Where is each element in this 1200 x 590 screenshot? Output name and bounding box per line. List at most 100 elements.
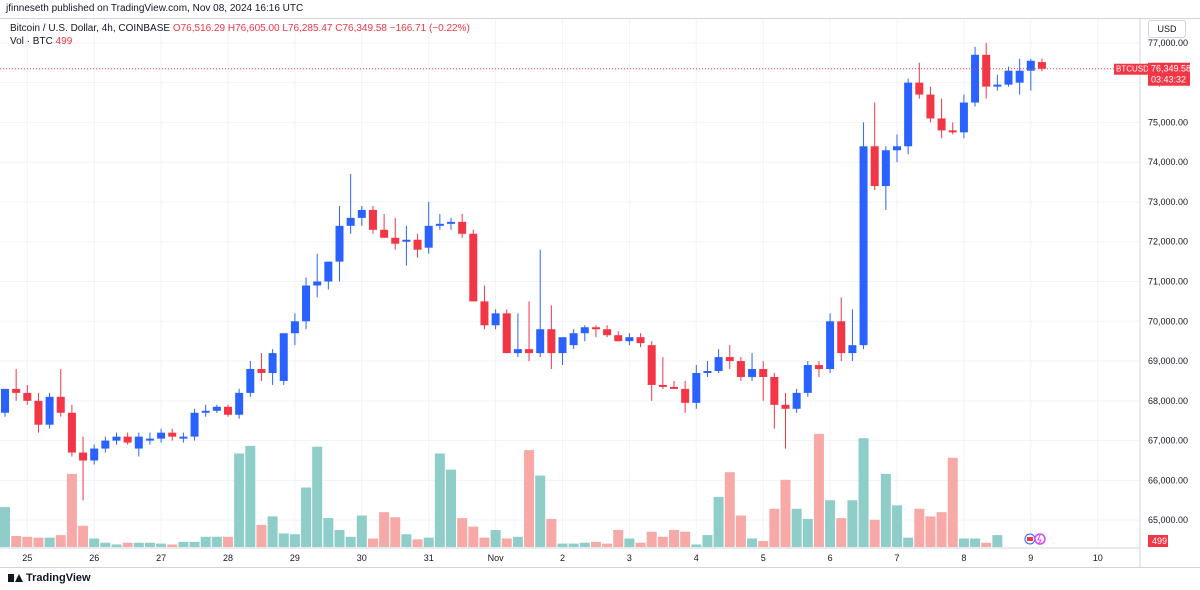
candle-body (881, 150, 890, 187)
candle-body (558, 337, 567, 354)
x-tick-label: 9 (1028, 553, 1033, 563)
candle-body (1015, 70, 1024, 83)
candle-body (145, 438, 154, 441)
candle-body (123, 436, 132, 443)
candle-body (380, 229, 389, 238)
volume-bar (323, 518, 334, 547)
volume-bar (680, 531, 691, 547)
volume-bar (880, 473, 891, 547)
volume-bar (735, 515, 746, 547)
legend-low: L76,285.47 (282, 23, 333, 34)
candle-body (926, 94, 935, 119)
candle-body (781, 404, 790, 409)
volume-bar (546, 518, 557, 547)
volume-bar (524, 450, 535, 547)
candle-body (34, 400, 43, 425)
volume-bar (947, 457, 958, 547)
volume-bar (535, 475, 546, 547)
candle-body (681, 388, 690, 403)
brand-name: TradingView (26, 572, 91, 584)
us-flag-stripe (1026, 537, 1033, 541)
volume-bar (713, 496, 724, 547)
candle-body (480, 301, 489, 326)
candle-body (469, 233, 478, 302)
tradingview-logo[interactable]: TradingView (8, 572, 91, 584)
volume-bar (234, 453, 245, 547)
volume-bar (568, 543, 579, 547)
currency-button[interactable]: USD (1148, 20, 1186, 38)
candle-body (993, 84, 1002, 87)
candle-body (112, 436, 121, 441)
volume-bar (457, 518, 468, 547)
candle-body (268, 353, 277, 373)
y-tick-label: 74,000.00 (1148, 157, 1188, 167)
candle-body (915, 82, 924, 95)
volume-bar (44, 537, 55, 547)
candle-body (224, 406, 232, 415)
legend-open: O76,516.29 (172, 23, 226, 34)
candle-body (157, 432, 166, 439)
y-tick-label: 69,000.00 (1148, 356, 1188, 366)
x-tick-label: 29 (290, 553, 300, 563)
volume-bar (490, 530, 501, 547)
candle-body (670, 386, 678, 389)
volume-bar (501, 538, 512, 547)
x-tick-label: 2 (560, 553, 565, 563)
volume-bar (256, 524, 267, 547)
candle-body (859, 146, 868, 346)
volume-bar (769, 508, 780, 547)
volume-bar (602, 543, 613, 547)
volume-bar (747, 538, 758, 547)
candle-body (324, 261, 333, 282)
legend-change: −166.71 (−0.22%) (389, 23, 470, 34)
y-tick-label: 77,000.00 (1148, 38, 1188, 48)
candle-body (714, 357, 723, 372)
candle-body (636, 337, 645, 344)
volume-bar (423, 537, 434, 547)
volume-bar (892, 505, 902, 547)
volume-bar (691, 544, 702, 547)
symbol-label-box (1114, 63, 1148, 75)
volume-bar (55, 535, 66, 547)
x-tick-label: 28 (223, 553, 233, 563)
candle-body (703, 371, 712, 373)
candle-body (736, 361, 745, 377)
candle-body (313, 281, 322, 286)
candle-body (290, 321, 299, 334)
candle-body (1037, 62, 1046, 69)
x-tick-label: 10 (1093, 553, 1103, 563)
candle-body (101, 440, 110, 449)
candle-body (814, 365, 823, 370)
volume-bar (267, 516, 278, 547)
x-tick-label: 6 (828, 553, 833, 563)
candle-body (357, 209, 366, 218)
x-tick-label: 31 (424, 553, 434, 563)
x-tick-label: 26 (89, 553, 99, 563)
candle-body (302, 285, 311, 322)
candle-body (346, 217, 355, 226)
y-tick-label: 75,000.00 (1148, 117, 1188, 127)
volume-bar (312, 446, 323, 547)
volume-bar (847, 500, 858, 547)
price-label: 76,349.58 (1151, 64, 1191, 74)
footer-bar: TradingView (0, 567, 1200, 590)
candle-body (45, 396, 54, 425)
volume-bar (223, 536, 233, 547)
volume-bar (111, 544, 122, 547)
volume-bar (869, 519, 880, 547)
volume-bar (289, 534, 300, 547)
volume-bar (122, 542, 133, 547)
volume-bar (334, 530, 345, 547)
legend-high: H76,605.00 (227, 23, 280, 34)
volume-bar (133, 542, 144, 547)
x-tick-label: 25 (22, 553, 32, 563)
volume-bar (78, 525, 89, 547)
candle-body (647, 345, 656, 385)
volume-bar (903, 537, 914, 547)
price-label-box (1148, 62, 1190, 86)
volume-bar (936, 512, 947, 547)
countdown-label: 03:43:32 (1151, 75, 1186, 85)
candle-body (580, 327, 589, 334)
volume-bar (33, 537, 44, 547)
